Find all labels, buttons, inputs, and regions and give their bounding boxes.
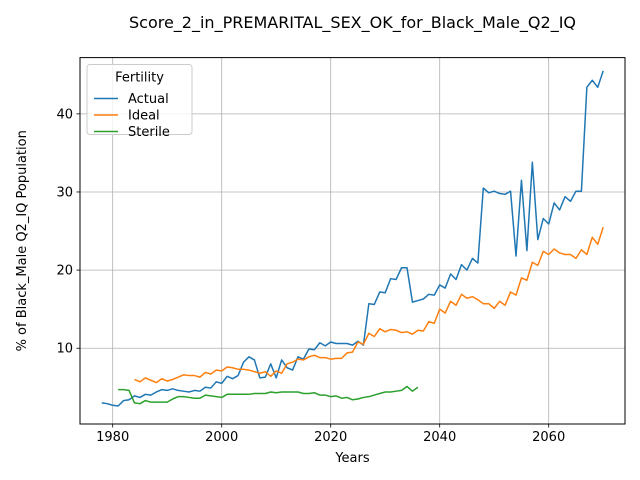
x-tick-label: 2040 [423,430,456,445]
x-tick-label: 2020 [314,430,347,445]
series-line-sterile [118,385,419,405]
y-tick-label: 20 [56,264,73,279]
series-line-ideal [134,226,604,384]
legend-label: Actual [128,92,169,107]
y-tick-label: 10 [56,342,73,357]
legend-box [86,64,193,135]
legend-title: Fertility [115,71,164,86]
legend-label: Sterile [128,125,170,140]
plot-frame [79,57,626,425]
legend-label: Ideal [128,109,160,124]
x-axis-title: Years [334,451,370,466]
chart-title: Score_2_in_PREMARITAL_SEX_OK_for_Black_M… [129,13,576,33]
series-line-actual [101,70,604,407]
y-tick-label: 30 [56,185,73,200]
ticks: 1980 2000 2020 2040 2060 10 20 30 40 [56,107,565,445]
y-axis-title: % of Black_Male Q2_IQ Population [15,130,30,351]
series-layer [101,70,604,407]
x-tick-label: 2000 [205,430,238,445]
y-tick-label: 40 [56,107,73,122]
x-tick-label: 2060 [532,430,565,445]
x-tick-label: 1980 [96,430,129,445]
